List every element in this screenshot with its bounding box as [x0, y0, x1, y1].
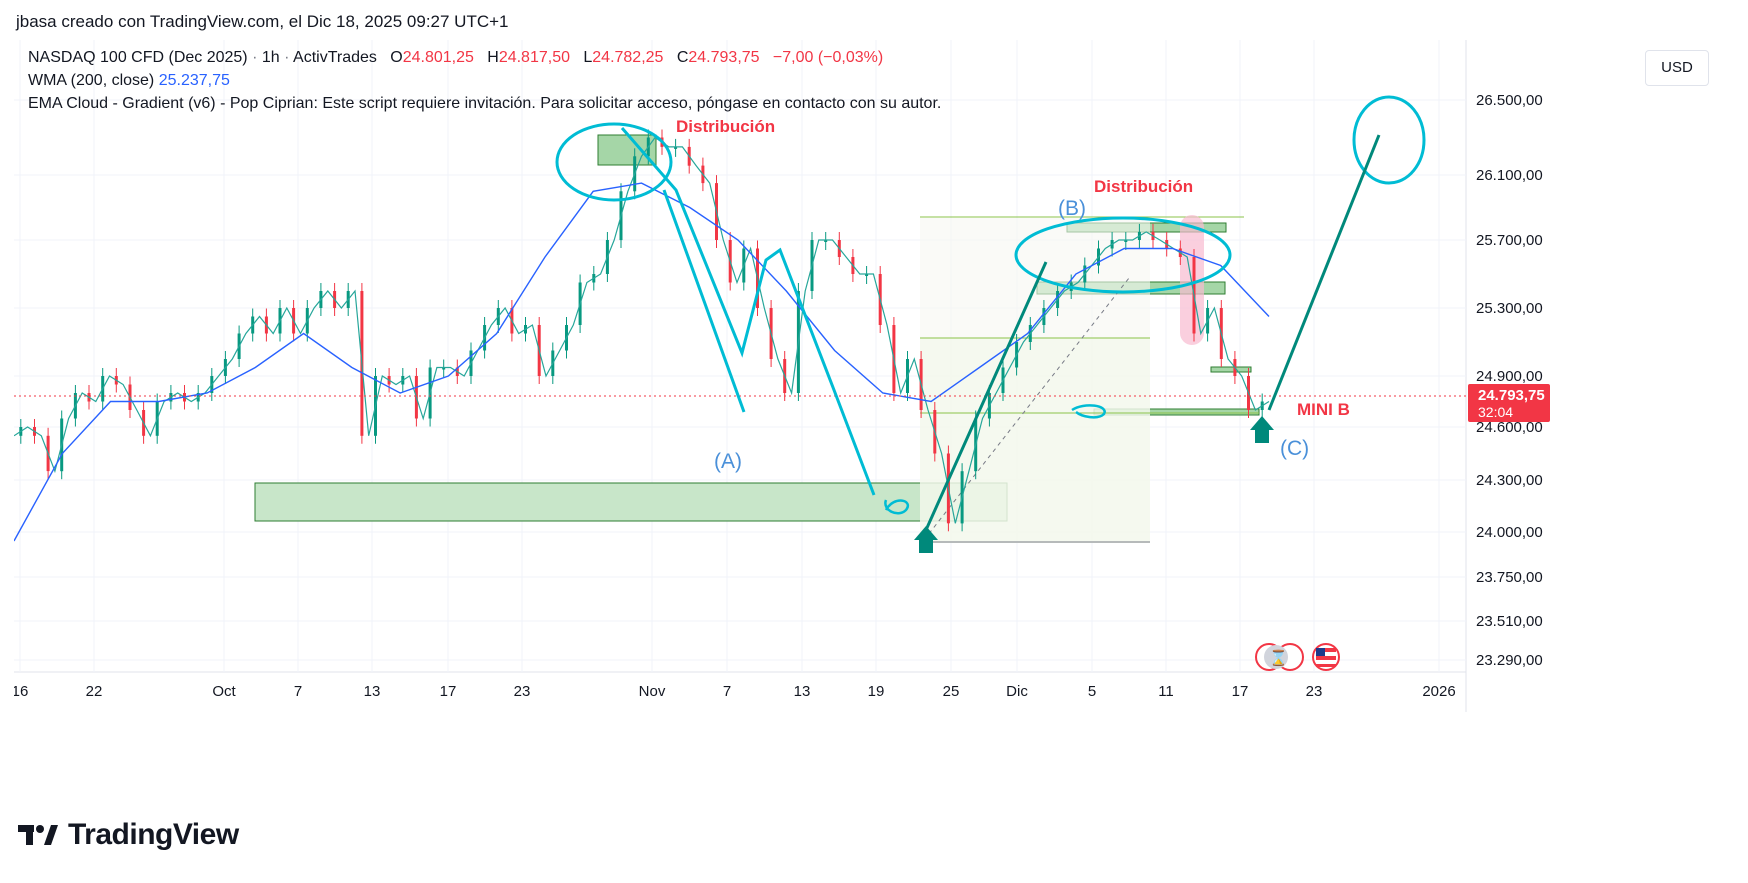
wma-line — [14, 182, 1270, 542]
projection-line — [1267, 134, 1381, 411]
time-tick-label: 25 — [943, 683, 960, 700]
legend-o-label: O — [390, 49, 403, 66]
label-wave-c: (C) — [1280, 437, 1309, 460]
support-zone — [254, 482, 1008, 522]
price-tick-label: 23.290,00 — [1476, 652, 1543, 669]
time-tick-label: 17 — [1232, 683, 1249, 700]
price-tick-label: 26.100,00 — [1476, 167, 1543, 184]
price-tick-label: 24.300,00 — [1476, 472, 1543, 489]
price-tick-label: 25.300,00 — [1476, 300, 1543, 317]
hourglass-icon[interactable] — [1264, 645, 1288, 669]
legend-wma-value: 25.237,75 — [158, 72, 230, 89]
legend-close: 24.793,75 — [688, 49, 760, 66]
time-tick-label: 17 — [440, 683, 457, 700]
price-tick-label: 23.750,00 — [1476, 569, 1543, 586]
price-series-line — [14, 136, 1270, 524]
currency-button[interactable]: USD — [1645, 50, 1709, 86]
footer-logo: TradingView — [18, 818, 239, 852]
footer-brand: TradingView — [68, 818, 239, 851]
label-distribucion-1: Distribución — [676, 117, 775, 136]
time-tick-label: 22 — [86, 683, 103, 700]
time-tick-label: 11 — [1158, 683, 1174, 700]
legend-change: −7,00 (−0,03%) — [772, 49, 884, 66]
time-tick-label: 13 — [364, 683, 381, 700]
price-tick-label: 24.000,00 — [1476, 524, 1543, 541]
time-tick-label: 7 — [723, 683, 731, 700]
legend-line-3: EMA Cloud - Gradient (v6) - Pop Ciprian:… — [28, 95, 941, 113]
price-scale-labels[interactable]: 26.500,00 26.100,00 25.700,00 25.300,00 24.9… — [1476, 92, 1543, 669]
legend-low: 24.782,25 — [592, 49, 664, 66]
target-circle — [1352, 95, 1426, 185]
label-wave-a: (A) — [714, 450, 742, 473]
legend-open: 24.801,25 — [402, 49, 474, 66]
price-tick-label: 26.500,00 — [1476, 92, 1543, 109]
legend-h-label: H — [487, 49, 499, 66]
price-tag-countdown: 32:04 — [1478, 404, 1513, 420]
impulse-line-1 — [924, 261, 1048, 531]
chart-svg[interactable]: Distribución Distribución (A) (B) (C) MI… — [14, 40, 1734, 792]
time-tick-label: 23 — [1306, 683, 1323, 700]
time-tick-label: 23 — [514, 683, 531, 700]
price-tag-value: 24.793,75 — [1478, 387, 1545, 404]
time-tick-label: 19 — [868, 683, 885, 700]
legend-ema-text[interactable]: EMA Cloud - Gradient (v6) - Pop Ciprian:… — [28, 95, 942, 112]
time-tick-label: Oct — [212, 683, 236, 700]
price-tick-label: 24.600,00 — [1476, 419, 1543, 436]
price-tick-label: 23.510,00 — [1476, 613, 1543, 630]
small-loop-mini-b — [1071, 404, 1106, 419]
legend-line-1: NASDAQ 100 CFD (Dec 2025) · 1h · ActivTr… — [28, 49, 884, 66]
event-icons[interactable]: ⌛ — [1255, 643, 1340, 671]
time-tick-label: Nov — [639, 683, 666, 700]
legend-c-label: C — [676, 49, 689, 66]
time-tick-label: 16 — [14, 683, 28, 700]
grid — [14, 40, 1466, 672]
chart-frame[interactable]: Distribución Distribución (A) (B) (C) MI… — [14, 40, 1734, 792]
time-scale-labels[interactable]: 16 22 Oct 7 13 17 23 Nov 7 13 19 25 Dic 5 11 17 23 2026 — [14, 683, 1456, 700]
legend-symbol[interactable]: NASDAQ 100 CFD (Dec 2025) — [28, 49, 248, 66]
legend-line-2: WMA (200, close) 25.237,75 — [28, 72, 230, 90]
red-highlight — [1180, 215, 1204, 345]
hourglass-glyph: ⌛ — [1269, 649, 1288, 667]
chart-header: jbasa creado con TradingView.com, el Dic… — [16, 12, 509, 31]
price-tick-label: 24.900,00 — [1476, 368, 1543, 385]
legend-wma-label[interactable]: WMA (200, close) — [28, 72, 155, 89]
distribution-circle-1 — [555, 122, 673, 202]
up-arrow-left — [914, 526, 938, 553]
time-tick-label: 5 — [1088, 683, 1096, 700]
time-tick-label: 7 — [294, 683, 302, 700]
time-tick-label: 2026 — [1422, 683, 1455, 700]
time-tick-label: 13 — [794, 683, 811, 700]
wave-a-path — [620, 127, 876, 496]
up-arrow-right — [1250, 416, 1274, 443]
price-tick-label: 25.700,00 — [1476, 232, 1543, 249]
time-tick-label: Dic — [1006, 683, 1028, 700]
small-loop-bottom — [884, 499, 910, 515]
small-zone — [1210, 366, 1252, 373]
price-tag-box — [1468, 384, 1550, 422]
legend-broker: ActivTrades — [293, 49, 377, 66]
label-wave-b: (B) — [1058, 197, 1086, 220]
wave-a-left — [662, 189, 746, 413]
label-mini-b: MINI B — [1297, 400, 1350, 419]
label-distribucion-2: Distribución — [1094, 177, 1193, 196]
legend-interval: 1h — [261, 49, 280, 66]
tradingview-logo-icon — [18, 825, 58, 845]
legend-l-label: L — [583, 49, 593, 66]
legend-high: 24.817,50 — [498, 49, 570, 66]
distribution-circle-2 — [1014, 216, 1232, 294]
measure-box-light — [920, 338, 1150, 543]
